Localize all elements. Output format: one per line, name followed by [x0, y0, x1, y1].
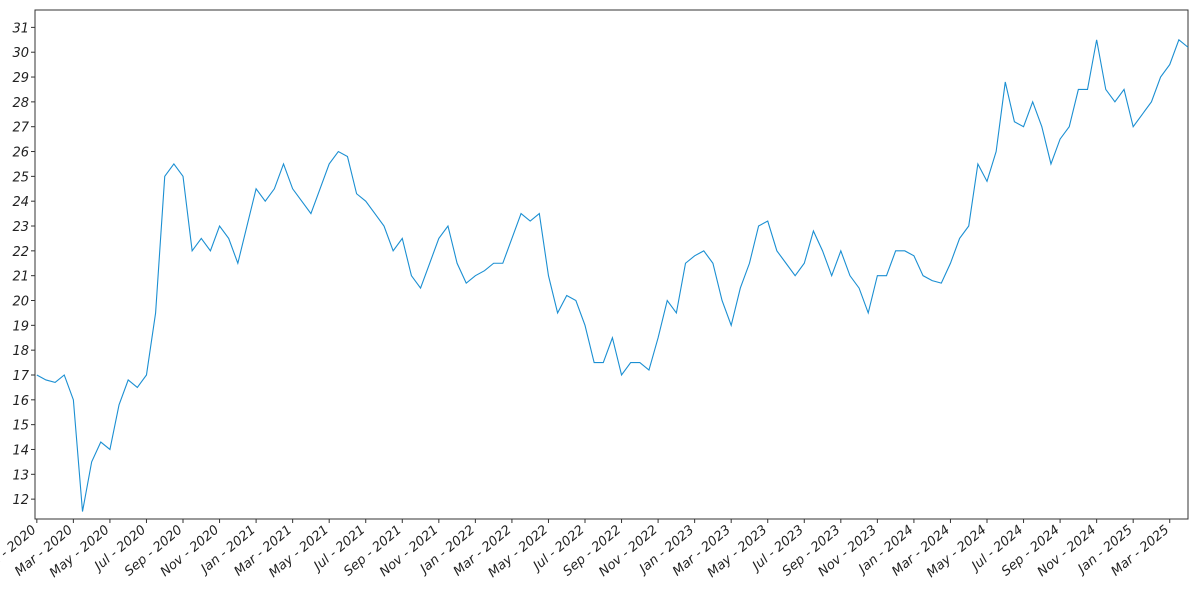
y-tick-label: 16 [12, 394, 29, 409]
y-tick-label: 26 [12, 146, 29, 161]
y-tick-label: 29 [12, 71, 29, 86]
data-line [36, 38, 1189, 512]
y-tick-label: 14 [12, 443, 29, 458]
y-tick-label: 28 [12, 96, 29, 111]
y-tick-label: 27 [12, 121, 29, 136]
y-tick-label: 22 [12, 245, 29, 260]
y-tick-label: 17 [12, 369, 29, 384]
y-tick-label: 19 [12, 319, 29, 334]
plot-frame [34, 9, 1189, 520]
y-tick-label: 24 [12, 195, 29, 210]
y-tick-label: 23 [12, 220, 29, 235]
y-tick-label: 13 [12, 468, 29, 483]
y-tick-label: 12 [12, 493, 29, 508]
y-tick-label: 31 [12, 21, 29, 36]
y-tick-label: 30 [12, 46, 29, 61]
y-tick-label: 25 [12, 170, 29, 185]
y-tick-label: 20 [12, 295, 29, 310]
y-tick-label: 21 [12, 270, 29, 285]
y-tick-label: 18 [12, 344, 29, 359]
y-tick-label: 15 [12, 419, 29, 434]
